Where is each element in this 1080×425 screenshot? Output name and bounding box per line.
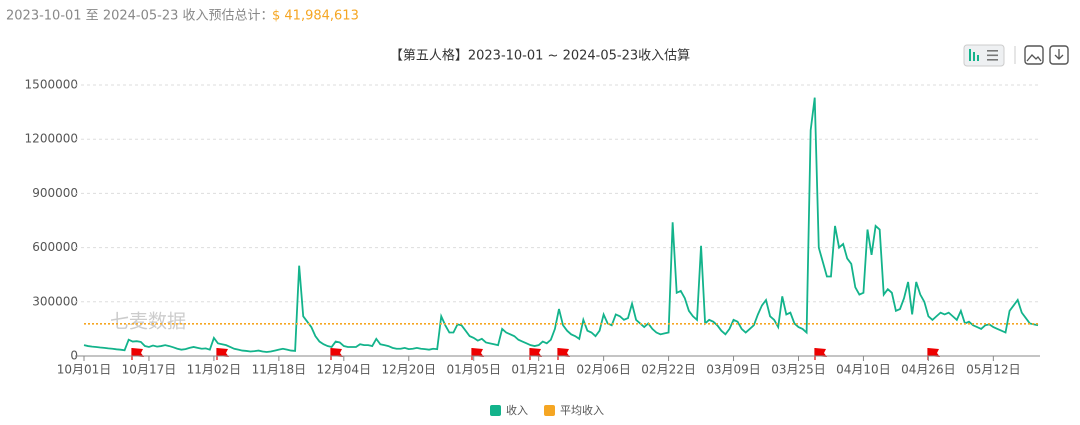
flag <box>530 348 542 357</box>
y-tick-label: 900000 <box>32 186 78 200</box>
download[interactable] <box>1049 45 1069 65</box>
icon <box>987 54 998 57</box>
x-tick-label: 03月09日 <box>706 363 761 377</box>
x-tick-label: 11月02日 <box>187 363 242 377</box>
icon <box>1054 49 1064 60</box>
series-line <box>83 97 1039 353</box>
icon <box>973 52 975 61</box>
flag <box>331 348 343 357</box>
chart-title: 【第五人格】2023-10-01 ~ 2024-05-23收入估算 <box>390 48 690 64</box>
x-tick-label: 10月17日 <box>122 363 177 377</box>
y-tick-label: 1500000 <box>25 78 78 92</box>
flag <box>815 348 827 357</box>
legend-swatch <box>544 405 555 416</box>
legend-swatch <box>490 405 501 416</box>
save-image[interactable] <box>1024 45 1044 65</box>
icon <box>987 50 998 52</box>
x-tick-label: 04月26日 <box>901 363 956 377</box>
toolbar <box>963 44 1069 67</box>
x-tick-label: 12月20日 <box>381 363 436 377</box>
x-tick-label: 05月12日 <box>966 363 1021 377</box>
flag <box>217 348 229 357</box>
x-tick-label: 02月22日 <box>641 363 696 377</box>
flag <box>558 348 570 357</box>
x-tick-label: 04月10日 <box>836 363 891 377</box>
y-tick-label: 0 <box>70 349 78 363</box>
x-tick-label: 01月21日 <box>511 363 566 377</box>
header-total: $ 41,984,613 <box>272 9 359 24</box>
header-label: 2023-10-01 至 2024-05-23 收入预估总计： <box>6 9 274 24</box>
x-tick-label: 02月06日 <box>576 363 631 377</box>
legend-label: 平均收入 <box>560 403 604 417</box>
y-tick-label: 300000 <box>32 294 78 308</box>
icon <box>1026 54 1042 62</box>
y-tick-label: 600000 <box>32 240 78 254</box>
flag <box>132 348 144 357</box>
event-flags <box>131 348 940 360</box>
flag <box>928 348 940 357</box>
icon <box>977 55 979 61</box>
icon <box>987 59 998 61</box>
flag <box>472 348 484 357</box>
icon <box>969 49 971 61</box>
legend-label: 收入 <box>506 403 528 417</box>
x-tick-label: 03月25日 <box>771 363 826 377</box>
x-tick-label: 10月01日 <box>57 363 112 377</box>
y-tick-label: 1200000 <box>25 132 78 146</box>
watermark: 七麦数据 <box>110 311 186 333</box>
x-tick-label: 12月04日 <box>317 363 372 377</box>
x-tick-label: 01月05日 <box>446 363 501 377</box>
x-tick-label: 11月18日 <box>252 363 307 377</box>
